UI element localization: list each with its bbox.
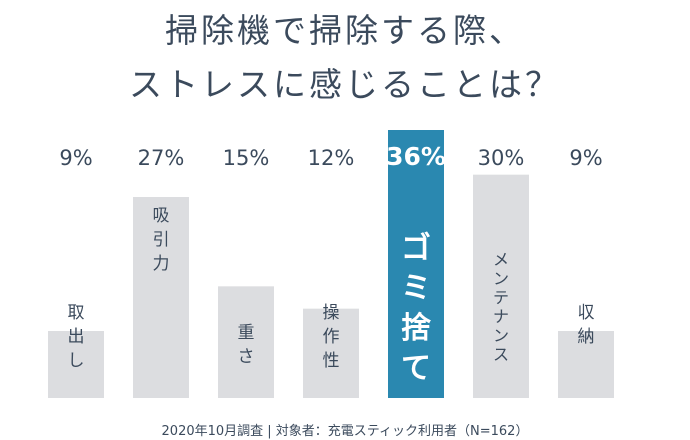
category-label-3: 操作性 [323,303,340,371]
category-label-0: 取出し [68,303,85,371]
bar-1 [133,197,189,398]
chart-title-line1: 掃除機で掃除する際、 [165,11,525,50]
value-label-4: 36% [386,142,446,171]
value-label-1: 27% [138,146,185,170]
value-label-0: 9% [59,146,92,170]
value-label-6: 9% [569,146,602,170]
value-label-2: 15% [223,146,270,170]
bar-2 [218,286,274,398]
bar-5 [473,174,529,398]
category-label-1: 吸引力 [153,206,170,274]
chart-title-line2: ストレスに感じることは？ [129,65,561,104]
category-label-5: メンテナンス [493,250,509,364]
bar-0 [48,331,104,398]
survey-footnote: 2020年10月調査 | 対象者：充電スティック利用者（N=162） [161,424,529,439]
value-label-3: 12% [308,146,355,170]
bar-4 [388,130,444,398]
value-label-5: 30% [478,146,525,170]
category-label-4: ゴミ捨て [401,231,432,386]
category-label-2: 重さ [238,323,255,367]
category-label-6: 収納 [578,303,595,347]
bar-3 [303,308,359,398]
bar-6 [558,331,614,398]
